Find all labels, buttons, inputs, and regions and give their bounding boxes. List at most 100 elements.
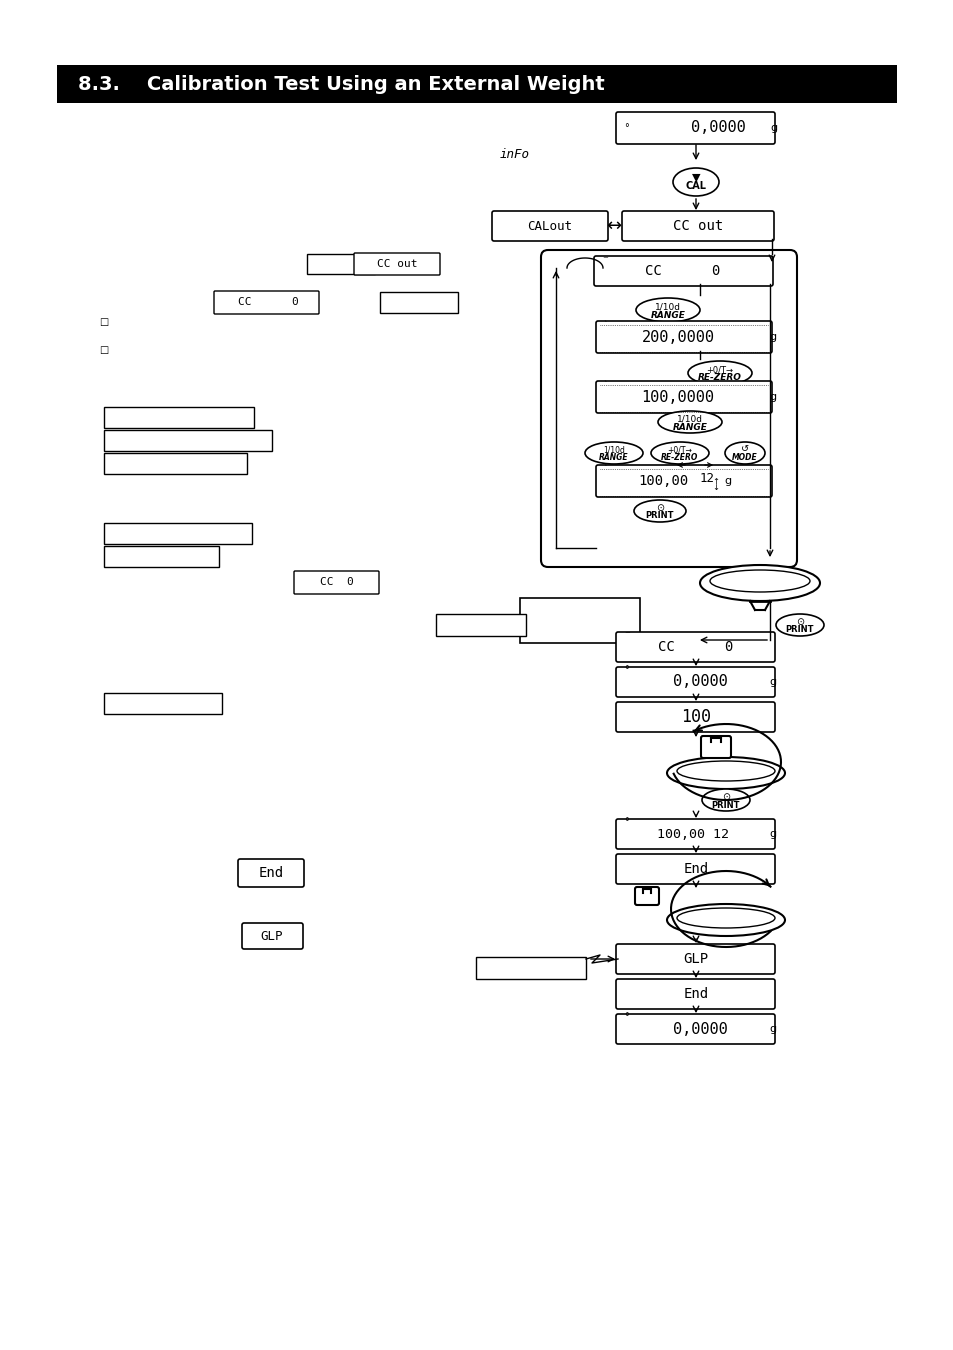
Text: g: g <box>723 477 730 486</box>
Text: 100,00: 100,00 <box>638 474 687 487</box>
Text: □: □ <box>99 346 109 355</box>
Text: g: g <box>768 1025 776 1034</box>
Bar <box>104 454 247 474</box>
Ellipse shape <box>724 441 764 464</box>
Text: `: ` <box>602 464 607 474</box>
Bar <box>104 431 272 451</box>
Text: PRINT: PRINT <box>645 512 674 521</box>
Bar <box>104 522 252 544</box>
Text: PRINT: PRINT <box>711 801 740 810</box>
Text: °: ° <box>623 817 628 828</box>
Text: ▼: ▼ <box>691 173 700 184</box>
Text: End: End <box>682 863 708 876</box>
Ellipse shape <box>677 909 774 927</box>
Text: g: g <box>769 123 777 134</box>
Text: CC      0: CC 0 <box>658 640 733 653</box>
Text: 100,0000: 100,0000 <box>640 390 714 405</box>
Text: PRINT: PRINT <box>785 625 814 634</box>
FancyBboxPatch shape <box>635 887 659 905</box>
Text: GLP: GLP <box>260 930 283 942</box>
Text: inFo: inFo <box>499 148 530 162</box>
Text: ⊙: ⊙ <box>795 617 803 626</box>
Ellipse shape <box>709 570 809 593</box>
Text: End: End <box>258 865 283 880</box>
Text: CALout: CALout <box>527 220 572 232</box>
FancyBboxPatch shape <box>294 571 378 594</box>
Text: `: ` <box>602 320 607 329</box>
Text: °: ° <box>623 123 628 134</box>
Ellipse shape <box>658 410 721 433</box>
Bar <box>104 406 253 428</box>
FancyBboxPatch shape <box>492 211 607 242</box>
Text: g: g <box>768 332 776 342</box>
Text: ⁻: ⁻ <box>623 630 629 640</box>
Ellipse shape <box>672 167 719 196</box>
Bar <box>476 957 585 979</box>
Text: g: g <box>768 676 776 687</box>
Text: 100,00 12: 100,00 12 <box>657 828 728 841</box>
Text: ↔: ↔ <box>606 217 621 235</box>
Text: `: ` <box>602 381 607 390</box>
FancyBboxPatch shape <box>596 381 771 413</box>
Ellipse shape <box>687 360 751 385</box>
FancyBboxPatch shape <box>616 112 774 144</box>
Text: GLP: GLP <box>682 952 708 967</box>
FancyBboxPatch shape <box>616 702 774 732</box>
Ellipse shape <box>666 904 784 936</box>
Text: CAL: CAL <box>685 181 706 190</box>
Bar <box>57 65 896 103</box>
Text: RE-ZERO: RE-ZERO <box>660 454 698 463</box>
Text: 0,0000: 0,0000 <box>672 675 726 690</box>
Text: RANGE: RANGE <box>672 423 707 432</box>
Text: g: g <box>768 829 776 838</box>
Ellipse shape <box>584 441 642 464</box>
Ellipse shape <box>634 500 685 522</box>
Ellipse shape <box>636 298 700 323</box>
FancyBboxPatch shape <box>596 464 771 497</box>
FancyBboxPatch shape <box>616 667 774 697</box>
Bar <box>104 693 222 714</box>
Text: RANGE: RANGE <box>650 310 684 320</box>
Text: +0/T→: +0/T→ <box>706 366 733 374</box>
FancyBboxPatch shape <box>354 252 439 275</box>
FancyBboxPatch shape <box>540 250 796 567</box>
Text: 1/10d: 1/10d <box>677 414 702 424</box>
Ellipse shape <box>775 614 823 636</box>
FancyBboxPatch shape <box>594 256 772 286</box>
Text: End: End <box>682 987 708 1000</box>
Bar <box>104 545 219 567</box>
Ellipse shape <box>701 788 749 811</box>
Text: °: ° <box>623 1012 628 1022</box>
Bar <box>436 614 525 636</box>
Text: MODE: MODE <box>731 452 757 462</box>
Ellipse shape <box>650 441 708 464</box>
Text: ↑: ↑ <box>712 478 719 486</box>
FancyBboxPatch shape <box>616 819 774 849</box>
FancyBboxPatch shape <box>616 632 774 662</box>
Text: ↓: ↓ <box>712 483 719 493</box>
FancyBboxPatch shape <box>700 736 730 757</box>
FancyBboxPatch shape <box>237 859 304 887</box>
Text: 12: 12 <box>700 472 714 486</box>
Text: CC  0: CC 0 <box>320 576 354 587</box>
Text: 100: 100 <box>680 707 710 726</box>
Bar <box>307 254 375 274</box>
FancyBboxPatch shape <box>616 1014 774 1044</box>
Bar <box>379 292 457 313</box>
FancyBboxPatch shape <box>616 979 774 1008</box>
Text: 1/10d: 1/10d <box>655 302 680 312</box>
FancyBboxPatch shape <box>616 944 774 973</box>
Text: 1/10d: 1/10d <box>602 446 624 455</box>
Text: ⁻: ⁻ <box>601 255 607 265</box>
FancyBboxPatch shape <box>213 292 318 315</box>
Bar <box>519 598 639 643</box>
Text: RE-ZERO: RE-ZERO <box>698 374 741 382</box>
Ellipse shape <box>677 761 774 782</box>
Text: ⊙: ⊙ <box>656 504 663 513</box>
Text: ⊙: ⊙ <box>721 792 729 802</box>
Text: 0,0000: 0,0000 <box>690 120 744 135</box>
Text: RANGE: RANGE <box>598 454 628 463</box>
FancyBboxPatch shape <box>242 923 303 949</box>
Text: CC      0: CC 0 <box>237 297 298 306</box>
FancyBboxPatch shape <box>616 855 774 884</box>
